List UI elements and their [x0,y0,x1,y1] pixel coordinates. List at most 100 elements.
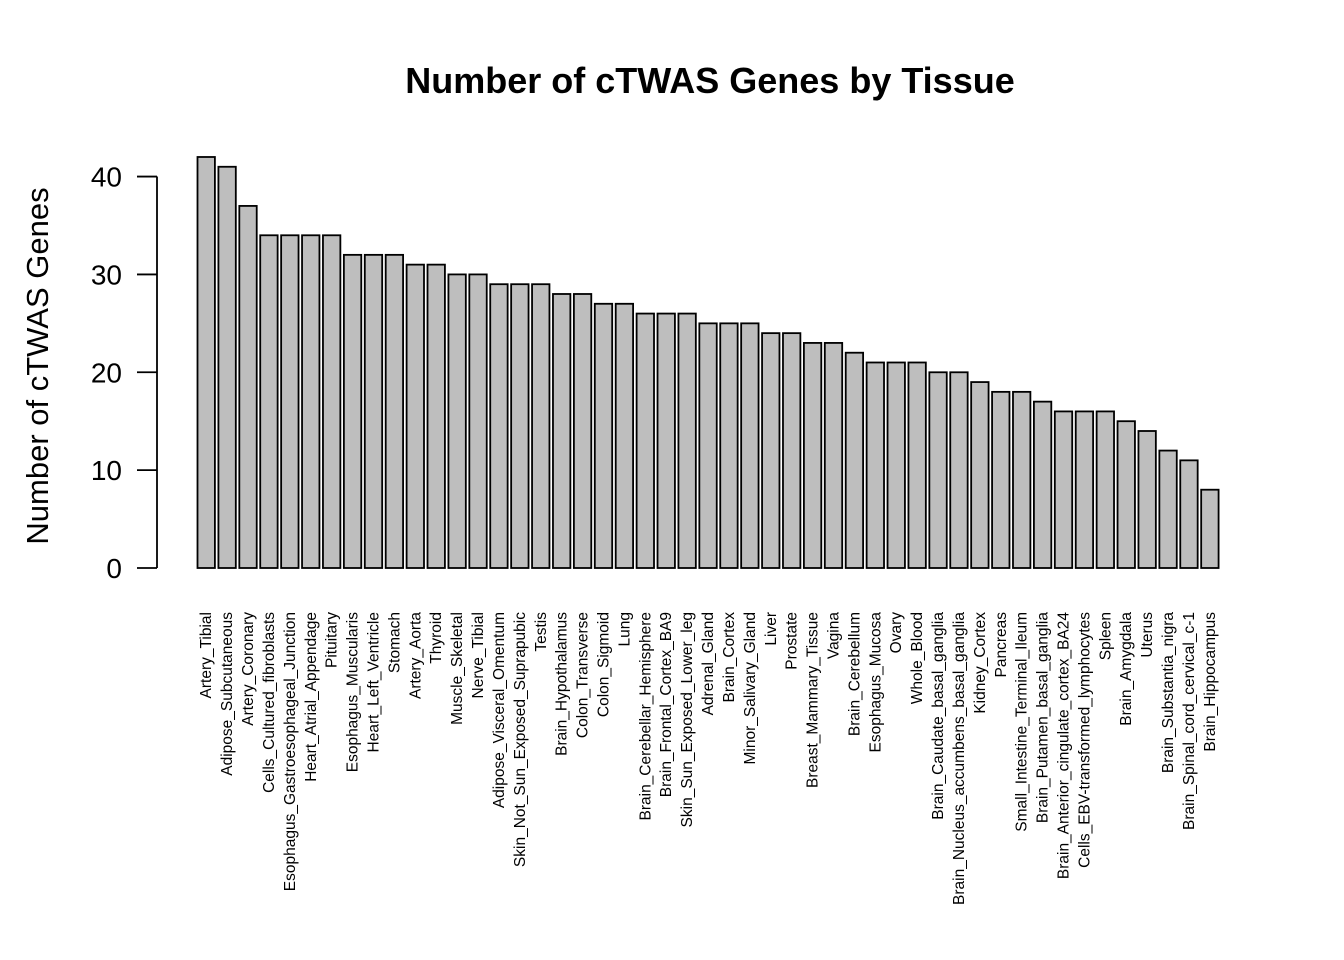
x-tick-label: Brain_Cerebellar_Hemisphere [637,612,654,821]
x-tick-label: Brain_Caudate_basal_ganglia [930,612,947,820]
bar [1033,400,1053,569]
bar [949,371,969,569]
bar [301,234,321,569]
bar [489,283,509,569]
x-tick-label: Artery_Tibial [198,612,215,698]
bar [1200,488,1220,569]
x-tick-label: Brain_Frontal_Cortex_BA9 [658,612,675,797]
x-tick-label: Whole_Blood [909,612,926,704]
x-tick-label: Esophagus_Muscularis [345,612,362,773]
bar [510,283,530,569]
bar [259,234,279,569]
x-axis-tick-labels: Artery_Tibial Adipose_Subcutaneous Artery_… [198,612,1219,905]
x-tick-label: Brain_Hippocampus [1202,612,1219,752]
x-tick-label: Adrenal_Gland [700,612,717,715]
bar [468,273,488,569]
x-tick-label: Brain_Putamen_basal_ganglia [1035,612,1052,824]
bar [844,351,865,569]
bar [698,322,718,569]
bar [531,283,551,569]
x-tick-label: Stomach [386,612,403,673]
x-tick-label: Brain_Hypothalamus [554,612,571,756]
bar [740,322,760,569]
bar [928,371,948,569]
bar [1074,410,1095,569]
x-tick-label: Esophagus_Mucosa [867,612,884,753]
bar [907,361,927,569]
x-tick-label: Brain_Spinal_cord_cervical_c-1 [1181,612,1198,830]
x-tick-label: Brain_Amygdala [1118,612,1135,726]
x-tick-label: Nerve_Tibial [470,612,487,698]
bar [363,253,384,569]
chart-title: Number of cTWAS Genes by Tissue [405,60,1015,101]
bar [280,234,300,569]
x-tick-label: Spleen [1097,612,1114,660]
bar [196,156,216,569]
x-tick-label: Small_Intestine_Terminal_Ileum [1014,612,1031,832]
x-tick-label: Brain_Cortex [721,612,738,703]
bar [384,253,404,569]
bar [719,322,739,569]
x-tick-label: Cells_EBV-transformed_lymphocytes [1076,612,1093,868]
bar [614,302,635,569]
bar [447,273,467,569]
x-tick-label: Brain_Nucleus_accumbens_basal_ganglia [951,612,968,905]
bar [865,361,885,569]
x-tick-label: Artery_Aorta [407,612,424,699]
y-tick-label: 30 [91,259,122,290]
bar [991,390,1011,569]
x-tick-label: Adipose_Subcutaneous [219,612,236,776]
x-tick-label: Lung [616,612,633,646]
x-tick-label: Skin_Not_Sun_Exposed_Suprapubic [512,612,529,867]
x-tick-label: Brain_Substantia_nigra [1160,612,1177,774]
bar [1116,420,1136,569]
x-tick-label: Colon_Sigmoid [595,612,612,717]
bar [1053,410,1074,569]
x-tick-label: Minor_Salivary_Gland [742,612,759,765]
bars [196,156,1220,569]
bar [656,312,676,569]
x-tick-label: Cells_Cultured_fibroblasts [261,612,278,793]
bar [677,312,697,569]
x-tick-label: Thyroid [428,612,445,664]
y-tick-label: 10 [91,455,122,486]
x-tick-label: Brain_Anterior_cingulate_cortex_BA24 [1056,612,1073,879]
bar [802,342,823,569]
bar [886,361,906,569]
bar [238,205,258,569]
x-tick-label: Vagina [826,612,843,659]
x-tick-label: Brain_Cerebellum [846,612,863,736]
x-tick-label: Esophagus_Gastroesophageal_Junction [282,612,299,891]
y-axis: 0 10 20 30 40 [91,162,158,584]
x-tick-label: Uterus [1139,612,1156,658]
x-tick-label: Artery_Coronary [240,612,257,726]
bar [823,342,844,569]
bar [782,332,802,569]
x-tick-label: Kidney_Cortex [972,612,989,714]
bar [1012,390,1032,569]
bar [405,263,425,569]
x-tick-label: Adipose_Visceral_Omentum [491,612,508,808]
bar [342,253,363,569]
y-axis-label: Number of cTWAS Genes [20,187,55,544]
x-tick-label: Colon_Transverse [575,612,592,738]
y-tick-label: 40 [91,162,122,193]
bar [322,234,342,569]
y-tick-label: 0 [106,553,122,584]
x-tick-label: Prostate [784,612,801,670]
bar [970,381,990,569]
y-tick-label: 20 [91,357,122,388]
x-tick-label: Heart_Left_Ventricle [365,612,382,752]
bar [761,332,781,569]
bar [635,312,655,569]
x-tick-label: Muscle_Skeletal [449,612,466,725]
bar [593,302,614,569]
x-tick-label: Heart_Atrial_Appendage [303,612,320,782]
bar [1137,430,1157,569]
x-tick-label: Ovary [888,612,905,654]
x-tick-label: Testis [533,612,550,652]
x-tick-label: Breast_Mammary_Tissue [805,612,822,788]
bar [426,263,446,569]
bar [552,293,572,569]
x-tick-label: Pituitary [324,612,341,668]
